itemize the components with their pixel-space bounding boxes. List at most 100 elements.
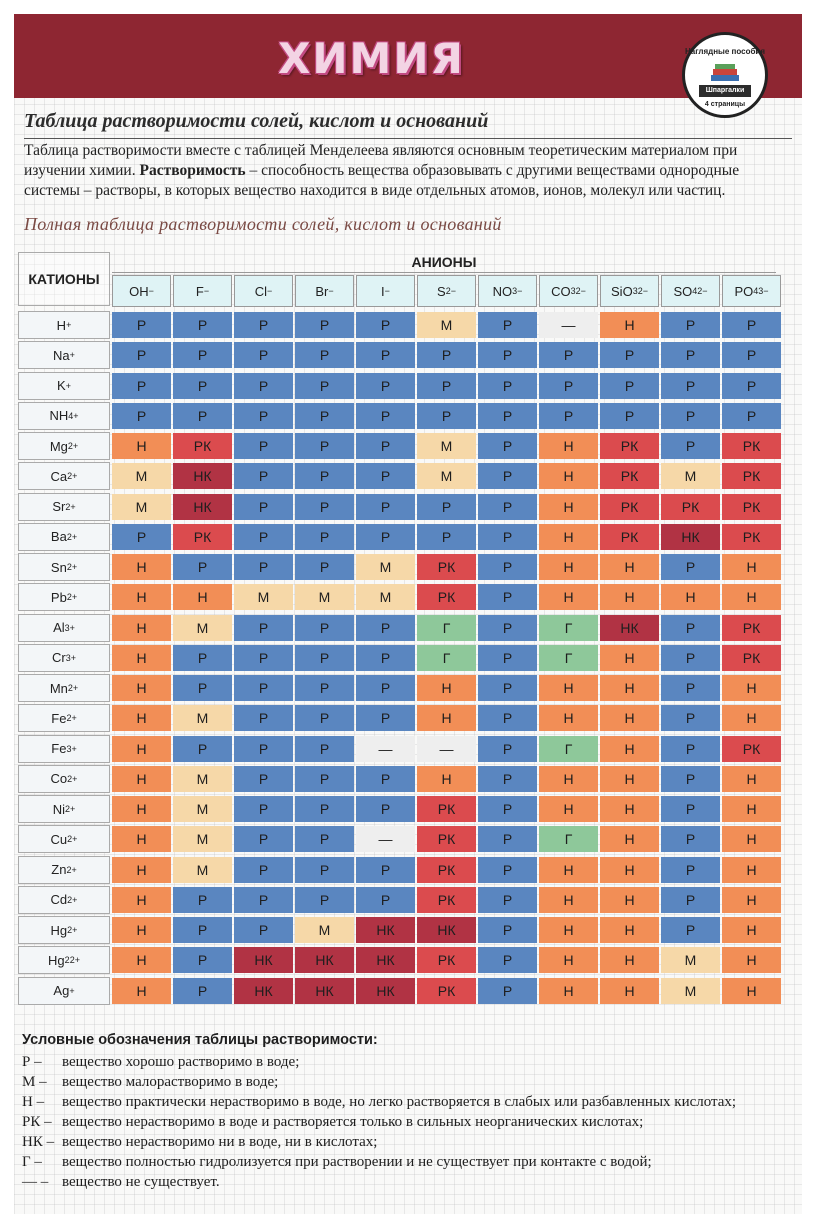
cation-charge: +: [73, 410, 79, 421]
intro-text-1: Таблица растворимости вместе с таблицей …: [24, 142, 738, 179]
solubility-cell: Р: [661, 886, 720, 913]
solubility-cell: Н: [600, 796, 659, 822]
solubility-cell: Н: [600, 856, 659, 883]
anion-symbol: OH: [129, 283, 149, 299]
cation-header-cell: Cu 2+: [18, 825, 110, 854]
anion-subscript: 3: [632, 286, 638, 296]
solubility-cell: Р: [661, 856, 720, 883]
cation-header-cell: Zn 2+: [18, 855, 110, 884]
solubility-cell: Н: [539, 584, 598, 611]
solubility-cell: Н: [600, 917, 659, 943]
cation-header-cell: Ag +: [18, 976, 110, 1005]
solubility-cell: НК: [356, 947, 415, 974]
anion-header-cell: OH −: [112, 275, 171, 307]
solubility-cell: Р: [417, 493, 476, 520]
solubility-cell: Н: [417, 765, 476, 792]
solubility-cell: НК: [295, 947, 354, 974]
cations-header: КАТИОНЫ: [18, 252, 110, 306]
solubility-cell: Р: [356, 856, 415, 883]
solubility-cell: РК: [722, 644, 781, 671]
solubility-cell: —: [417, 735, 476, 762]
solubility-cell: Р: [661, 644, 720, 671]
anion-charge: 3−: [758, 286, 769, 296]
cation-header-cell: Sn 2+: [18, 553, 110, 581]
anion-charge: 2−: [575, 286, 586, 296]
solubility-cell: Н: [600, 675, 659, 701]
solubility-cell: М: [417, 312, 476, 338]
cation-charge: 2+: [69, 955, 80, 966]
cation-header-cell: Co 2+: [18, 764, 110, 793]
solubility-cell: Н: [539, 796, 598, 822]
anion-header-cell: NO 3−: [478, 275, 537, 307]
solubility-cell: Р: [661, 402, 720, 429]
solubility-cell: Р: [112, 402, 171, 429]
intro-term: Растворимость: [139, 162, 246, 179]
solubility-cell: Р: [295, 463, 354, 490]
solubility-cell: Р: [417, 402, 476, 429]
cation-charge: 2+: [65, 501, 76, 512]
solubility-cell: Р: [173, 675, 232, 701]
cation-symbol: Mn: [49, 680, 68, 696]
solubility-cell: Р: [234, 463, 293, 490]
cation-symbol: Cr: [52, 650, 66, 666]
solubility-cell: Н: [600, 584, 659, 611]
cation-header-cell: Al 3+: [18, 613, 110, 642]
legend-text: вещество хорошо растворимо в воде;: [62, 1054, 300, 1070]
solubility-cell: НК: [417, 917, 476, 943]
cation-header-cell: NH 4 +: [18, 401, 110, 430]
solubility-cell: Р: [661, 312, 720, 338]
legend-title: Условные обозначения таблицы растворимос…: [22, 1032, 378, 1048]
solubility-cell: Р: [356, 705, 415, 732]
cation-charge: 3+: [64, 622, 75, 633]
solubility-cell: М: [295, 584, 354, 611]
anions-header: АНИОНЫ: [112, 252, 776, 273]
solubility-cell: Н: [722, 856, 781, 883]
solubility-cell: Н: [112, 917, 171, 943]
solubility-cell: Р: [478, 523, 537, 550]
legend-key: НК –: [22, 1134, 55, 1150]
solubility-cell: Н: [539, 554, 598, 580]
solubility-cell: НК: [356, 977, 415, 1004]
solubility-cell: НК: [356, 917, 415, 943]
cation-charge: +: [66, 320, 72, 330]
solubility-cell: РК: [722, 433, 781, 459]
cation-symbol: Sn: [50, 559, 67, 575]
solubility-cell: Р: [478, 614, 537, 641]
anion-header-cell: I −: [356, 275, 415, 307]
solubility-cell: Н: [539, 523, 598, 550]
solubility-cell: РК: [600, 523, 659, 550]
solubility-cell: Р: [295, 735, 354, 762]
solubility-cell: Н: [112, 856, 171, 883]
legend-text: вещество малорастворимо в воде;: [62, 1074, 279, 1090]
solubility-cell: Р: [356, 614, 415, 641]
solubility-cell: М: [356, 584, 415, 611]
solubility-cell: Р: [112, 372, 171, 399]
anion-header-cell: Cl −: [234, 275, 293, 307]
anion-header-cell: S 2−: [417, 275, 476, 307]
solubility-cell: РК: [417, 977, 476, 1004]
solubility-cell: Р: [112, 312, 171, 338]
solubility-cell: Н: [112, 977, 171, 1004]
solubility-cell: Н: [539, 917, 598, 943]
solubility-cell: Р: [234, 644, 293, 671]
subtitle-underline: [24, 138, 792, 139]
solubility-cell: Р: [234, 433, 293, 459]
solubility-cell: Р: [234, 735, 293, 762]
anion-symbol: Br: [315, 283, 329, 299]
solubility-cell: Р: [356, 493, 415, 520]
solubility-cell: Р: [417, 342, 476, 369]
solubility-cell: Р: [173, 917, 232, 943]
solubility-cell: Р: [478, 856, 537, 883]
solubility-cell: Р: [295, 705, 354, 732]
anion-symbol: F: [195, 283, 204, 299]
solubility-cell: Н: [600, 886, 659, 913]
legend-key: М –: [22, 1074, 47, 1090]
solubility-cell: Н: [539, 947, 598, 974]
cation-header-cell: Mn 2+: [18, 674, 110, 702]
cation-symbol: Ba: [50, 529, 67, 545]
solubility-cell: Р: [295, 856, 354, 883]
solubility-cell: Р: [173, 342, 232, 369]
solubility-cell: Р: [661, 765, 720, 792]
legend-item: НК – вещество нерастворимо ни в воде, ни …: [22, 1132, 792, 1152]
solubility-cell: М: [173, 826, 232, 853]
